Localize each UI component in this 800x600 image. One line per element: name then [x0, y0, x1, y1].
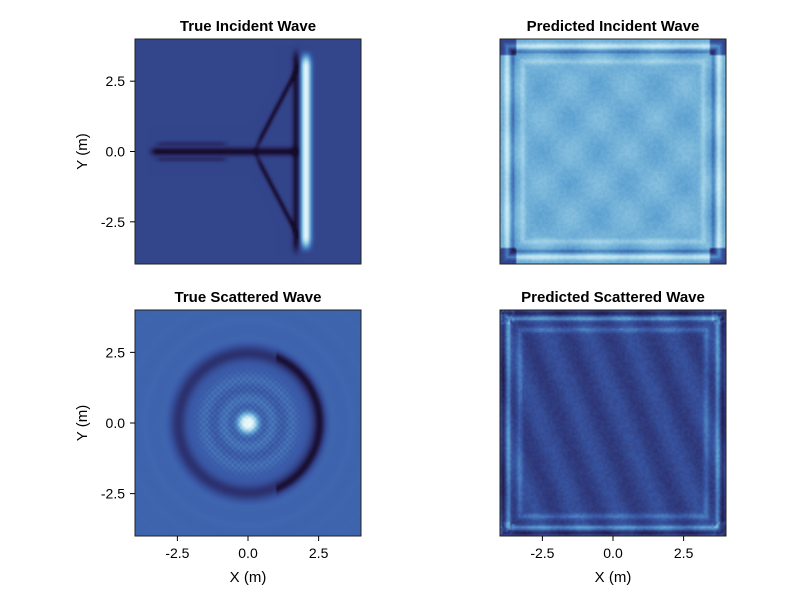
panel-4: Predicted Scattered Wave -2.5 0.0 2.5 X (m) [499, 289, 727, 586]
y-axis-label: Y (m) [74, 133, 91, 169]
panel-2: Predicted Incident Wave [499, 18, 727, 265]
panel-title: True Incident Wave [180, 18, 316, 35]
heatmap-image [500, 39, 726, 264]
y-axis-label: Y (m) [74, 405, 91, 441]
panel-3: True Scattered Wave -2.5 0.0 2.5 -2.5 0.0 2.5 X… [74, 289, 362, 586]
x-axis-label: X (m) [595, 569, 632, 586]
x-tick-label: -2.5 [530, 545, 554, 561]
x-tick-label: 2.5 [674, 545, 694, 561]
heatmap-image [500, 310, 726, 536]
x-tick-label: -2.5 [165, 545, 189, 561]
panel-title: True Scattered Wave [174, 289, 321, 306]
y-tick-label: -2.5 [101, 486, 125, 502]
x-tick-label: 0.0 [603, 545, 623, 561]
y-tick-label: 0.0 [106, 415, 126, 431]
plot-frame [499, 38, 727, 265]
y-tick-label: 0.0 [106, 144, 126, 160]
panel-title: Predicted Scattered Wave [521, 289, 705, 306]
y-tick-label: -2.5 [101, 214, 125, 230]
panel-title: Predicted Incident Wave [527, 18, 700, 35]
heatmap-image [135, 310, 361, 536]
x-tick-label: 2.5 [309, 545, 329, 561]
y-tick-label: 2.5 [106, 73, 126, 89]
y-tick-label: 2.5 [106, 344, 126, 360]
x-axis-label: X (m) [230, 569, 267, 586]
x-tick-label: 0.0 [238, 545, 258, 561]
heatmap-image [135, 39, 361, 264]
panel-1: True Incident Wave -2.5 0.0 2.5 Y (m) [74, 18, 362, 265]
